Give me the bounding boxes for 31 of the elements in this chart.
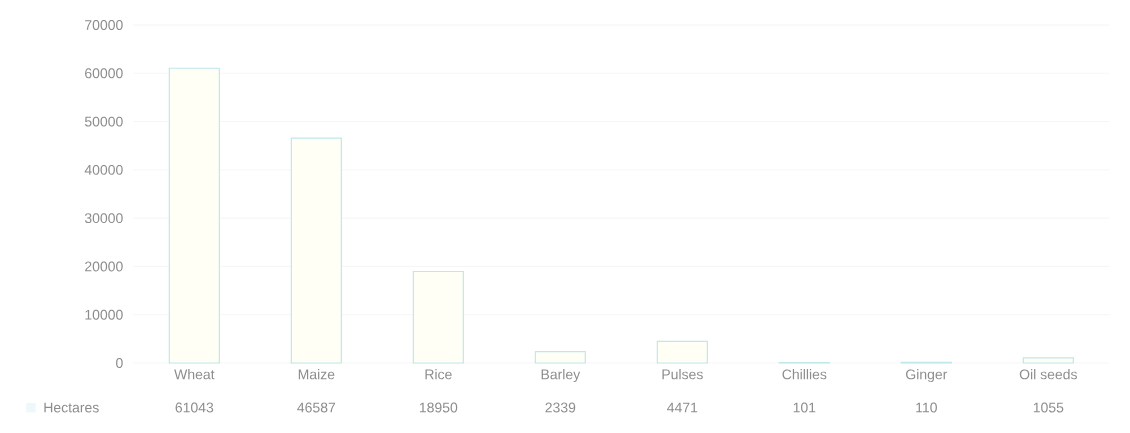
bar bbox=[534, 351, 586, 364]
bar bbox=[656, 340, 708, 364]
data-label: 1055 bbox=[1033, 402, 1064, 413]
x-tick-label: Pulses bbox=[662, 369, 703, 380]
y-tick-label: 0 bbox=[116, 358, 123, 368]
y-tick-label: 70000 bbox=[85, 20, 123, 30]
x-tick-label: Oil seeds bbox=[1019, 369, 1077, 380]
data-label: 4471 bbox=[667, 402, 698, 413]
data-label: 101 bbox=[793, 402, 816, 413]
x-tick-label: Rice bbox=[425, 369, 452, 380]
y-tick-label: 30000 bbox=[84, 213, 123, 224]
data-label: 61043 bbox=[175, 402, 214, 413]
bar bbox=[168, 67, 220, 364]
bar bbox=[290, 137, 342, 364]
text: Hectares bbox=[44, 402, 99, 413]
data-label: 18950 bbox=[419, 402, 458, 413]
y-tick-label: 20000 bbox=[85, 261, 123, 272]
data-label: 46587 bbox=[297, 402, 336, 413]
y-tick-label: 10000 bbox=[85, 309, 123, 320]
y-tick-label: 50000 bbox=[84, 116, 123, 127]
data-label: 110 bbox=[916, 402, 937, 413]
x-tick-label: Wheat bbox=[174, 369, 215, 380]
y-tick-label: 60000 bbox=[85, 68, 123, 79]
x-tick-label: Chillies bbox=[782, 369, 827, 380]
data-label: 2339 bbox=[545, 402, 576, 413]
x-tick-label: Barley bbox=[541, 369, 581, 383]
x-tick-label: Ginger bbox=[906, 369, 948, 383]
y-tick-label: 40000 bbox=[84, 164, 123, 175]
bar bbox=[412, 270, 464, 364]
bar bbox=[1022, 357, 1074, 364]
x-tick-label: Maize bbox=[298, 369, 335, 380]
